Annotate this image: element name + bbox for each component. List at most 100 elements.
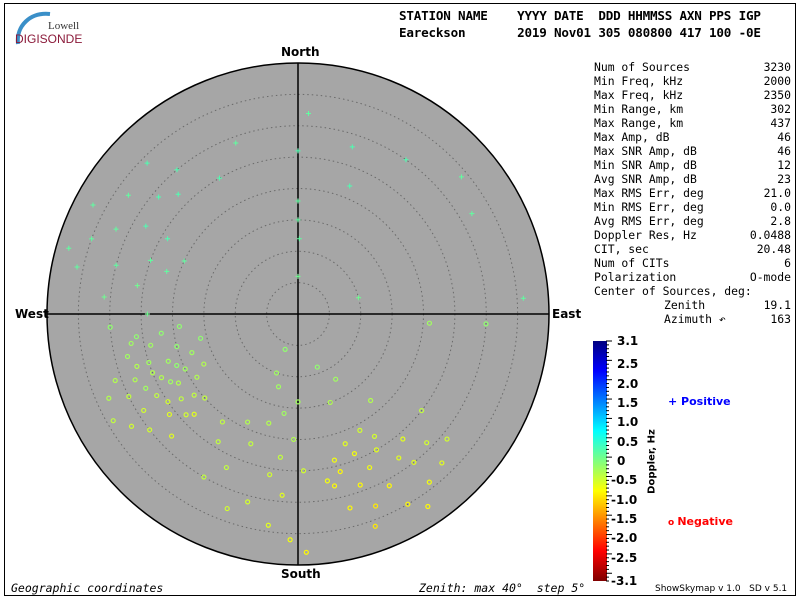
stat-label: Polarization <box>594 270 677 284</box>
source-point-positive <box>295 148 301 154</box>
source-point-negative <box>112 377 118 384</box>
source-point-negative <box>331 483 338 489</box>
colorbar-tick-label: -1.0 <box>611 492 638 507</box>
source-point-negative <box>176 323 183 330</box>
stat-row: Min Freq, kHz 2000 <box>594 74 791 88</box>
source-point-negative <box>386 483 392 489</box>
source-point-negative <box>146 359 152 366</box>
source-point-negative <box>287 537 293 543</box>
source-point-negative <box>337 468 343 475</box>
source-point-negative <box>133 334 140 340</box>
source-point-positive <box>520 295 526 301</box>
stat-value: 19.1 <box>763 298 791 312</box>
source-point-negative <box>368 397 374 404</box>
footer-coordinates: Geographic coordinates <box>11 581 164 595</box>
source-point-negative <box>128 423 135 429</box>
source-point-positive <box>295 217 301 223</box>
source-point-negative <box>178 396 184 402</box>
colorbar-ticks <box>606 340 612 582</box>
source-point-negative <box>197 335 204 341</box>
stat-row: Max SNR Amp, dB 46 <box>594 144 791 158</box>
stat-row: Center of Sources, deg: <box>594 284 791 298</box>
logo-swoosh-icon <box>15 11 51 45</box>
source-point-negative <box>281 410 287 417</box>
source-point-negative <box>277 454 284 460</box>
colorbar-title: Doppler, Hz <box>646 429 658 494</box>
source-point-negative <box>166 411 173 418</box>
source-point-negative <box>182 366 188 372</box>
source-point-negative <box>223 464 229 471</box>
source-point-negative <box>201 474 207 480</box>
stat-value: 0.0 <box>770 200 791 214</box>
source-point-negative <box>175 380 182 386</box>
source-point-positive <box>101 294 107 300</box>
source-point-positive <box>143 223 149 229</box>
stat-row: Avg SNR Amp, dB 23 <box>594 172 791 186</box>
source-point-negative <box>331 457 338 463</box>
stat-value: 21.0 <box>763 186 791 200</box>
source-point-negative <box>444 436 450 442</box>
source-point-negative <box>248 441 254 447</box>
stat-row: CIT, sec 20.48 <box>594 242 791 256</box>
source-point-negative <box>219 419 226 425</box>
stat-row: Max Amp, dB 46 <box>594 130 791 144</box>
source-point-positive <box>296 236 302 242</box>
stat-value: 46 <box>777 144 791 158</box>
source-point-negative <box>165 358 171 364</box>
source-point-positive <box>347 183 353 189</box>
source-point-negative <box>158 330 164 336</box>
source-point-negative <box>107 324 113 330</box>
source-point-positive <box>181 258 187 264</box>
source-point-negative <box>396 455 402 461</box>
header-labels: STATION NAME YYYY DATE DDD HHMMSS AXN PP… <box>399 8 761 23</box>
source-point-negative <box>267 472 273 478</box>
source-point-negative <box>106 395 112 401</box>
source-point-negative <box>357 427 363 433</box>
source-point-negative <box>148 342 154 348</box>
stat-row: Polarization O-mode <box>594 270 791 284</box>
stat-value: 20.48 <box>756 242 791 256</box>
source-point-negative <box>141 407 147 414</box>
stat-row: Min Range, km 302 <box>594 102 791 116</box>
legend-positive-label: Positive <box>681 395 731 408</box>
stat-value: 3230 <box>763 60 791 74</box>
stat-value: O-mode <box>749 270 791 284</box>
source-point-positive <box>156 194 162 200</box>
source-point-positive <box>233 140 239 146</box>
stat-label: Min Freq, kHz <box>594 74 684 88</box>
legend-positive: + Positive <box>668 395 731 408</box>
source-point-negative <box>174 343 180 350</box>
source-point-negative <box>245 499 251 505</box>
label-east: East <box>552 307 582 321</box>
stat-label: Max Range, km <box>594 116 684 130</box>
source-point-negative <box>191 392 197 398</box>
lowell-digisonde-logo: Lowell DIGISONDE <box>10 8 90 48</box>
legend-negative-label: Negative <box>677 515 733 528</box>
source-point-negative <box>189 350 195 356</box>
stat-label: Doppler Res, Hz <box>594 228 697 242</box>
source-point-positive <box>295 198 301 204</box>
source-point-negative <box>201 361 207 367</box>
source-point-negative <box>134 363 140 369</box>
source-point-negative <box>147 427 153 433</box>
source-point-positive <box>356 295 362 301</box>
source-point-positive <box>113 226 119 232</box>
source-point-negative <box>245 419 251 425</box>
header-values: Eareckson 2019 Nov01 305 080800 417 100 … <box>399 25 761 40</box>
source-point-positive <box>469 211 475 217</box>
source-point-negative <box>128 340 134 347</box>
stat-value: 302 <box>770 102 791 116</box>
source-point-negative <box>132 377 138 383</box>
source-point-positive <box>349 144 355 150</box>
footer-version: ShowSkymap v 1.0 SD v 5.1 <box>655 584 788 594</box>
logo-lowell: Lowell <box>48 20 80 32</box>
source-point-negative <box>154 392 160 399</box>
stat-label: CIT, sec <box>594 242 649 256</box>
source-point-positive <box>134 283 140 289</box>
source-point-negative <box>149 370 156 376</box>
source-point-negative <box>373 447 380 453</box>
source-point-negative <box>314 364 320 370</box>
source-point-negative <box>303 549 309 555</box>
stat-value: 2350 <box>763 88 791 102</box>
